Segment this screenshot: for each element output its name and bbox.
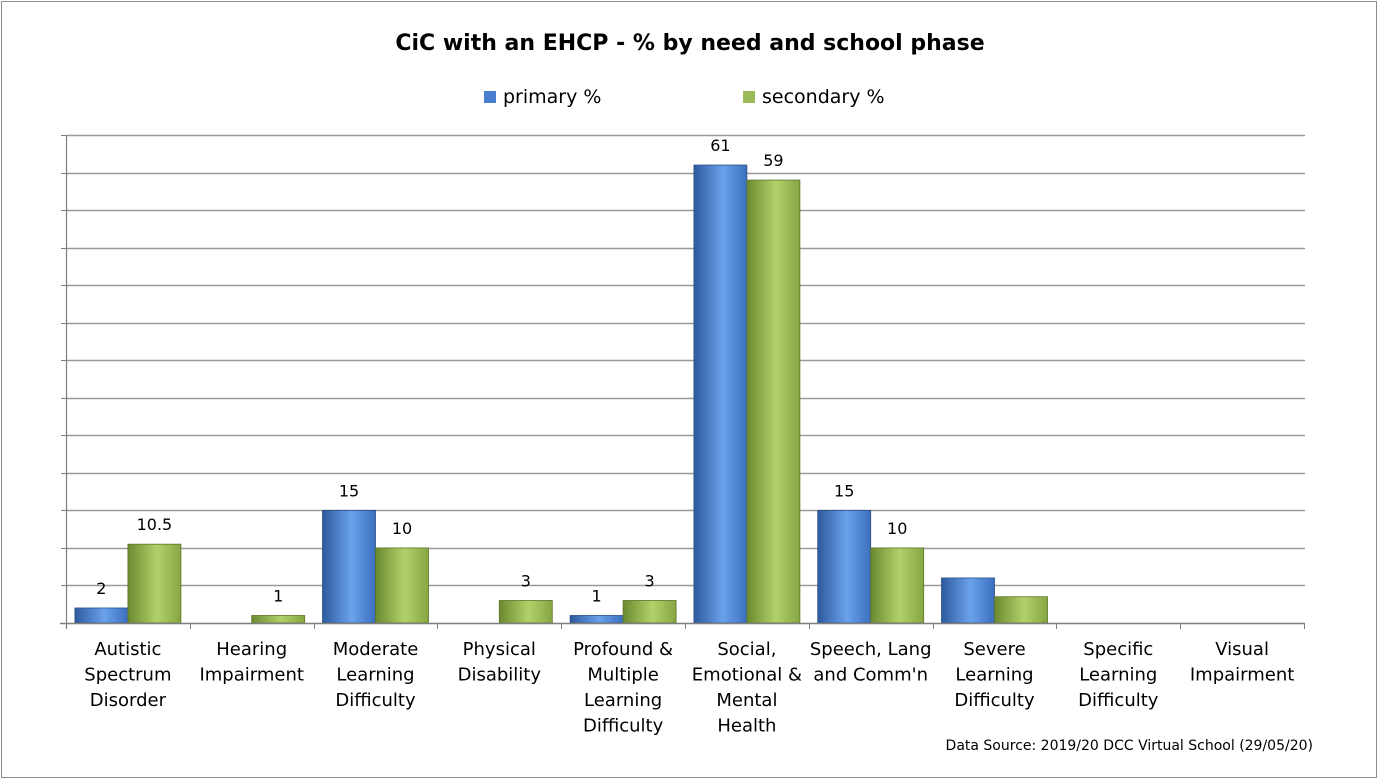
legend-swatch-secondary [743,91,755,103]
data-label: 3 [521,571,531,590]
data-label: 1 [273,586,283,605]
x-tick-label: Visual Impairment [1190,639,1294,686]
data-label: 1 [592,586,602,605]
bar-primary [817,509,872,624]
chart-title: CiC with an EHCP - % by need and school … [395,31,985,56]
legend-swatch-primary [484,91,496,103]
x-tick-label: Hearing Impairment [199,639,303,686]
data-label: 15 [834,481,854,500]
bar-secondary [498,600,553,624]
bar-primary [941,577,995,624]
bar-secondary [994,596,1048,624]
bar-primary [693,164,748,624]
x-tick-label: Specific Learning Difficulty [1078,639,1159,711]
x-tick-label: Severe Learning Difficulty [954,639,1035,711]
bar-secondary [870,547,925,624]
data-label: 10 [887,519,907,538]
data-label: 15 [339,481,359,500]
x-tick-label: Profound & Multiple Learning Difficulty [573,639,673,737]
bar-primary [322,509,376,624]
bar-secondary [622,600,677,624]
bar-secondary [251,615,306,624]
data-source-note: Data Source: 2019/20 DCC Virtual School … [945,738,1313,754]
bar-primary [569,615,624,624]
bar-primary [74,607,129,624]
x-tick-label: Autistic Spectrum Disorder [84,639,171,711]
data-label: 3 [645,571,655,590]
chart-legend: primary % secondary % [0,86,1380,114]
bar-secondary [127,543,182,624]
legend-label-secondary: secondary % [762,86,885,108]
x-tick-label: Moderate Learning Difficulty [333,639,419,711]
data-label: 59 [763,151,783,170]
bar-secondary [746,179,801,624]
data-label: 2 [96,579,106,598]
data-label: 61 [710,136,730,155]
data-label: 10 [392,519,412,538]
legend-item-secondary: secondary % [743,86,885,108]
legend-item-primary: primary % [484,86,601,108]
legend-label-primary: primary % [503,86,602,108]
x-tick-label: Physical Disability [458,639,542,686]
x-tick-label: Speech, Lang and Comm'n [810,639,932,686]
data-label: 10.5 [137,515,173,534]
x-tick-label: Social, Emotional & Mental Health [692,639,802,737]
bar-secondary [375,547,429,624]
